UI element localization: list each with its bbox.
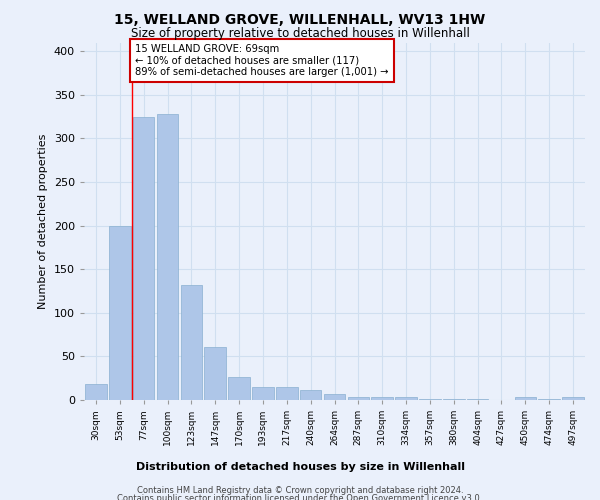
Bar — [181, 285, 202, 400]
Bar — [443, 399, 464, 400]
Bar — [467, 399, 488, 400]
Bar — [419, 399, 440, 400]
Text: 15, WELLAND GROVE, WILLENHALL, WV13 1HW: 15, WELLAND GROVE, WILLENHALL, WV13 1HW — [115, 12, 485, 26]
Bar — [252, 387, 274, 400]
Bar — [347, 398, 369, 400]
Bar — [538, 399, 560, 400]
Bar — [562, 398, 584, 400]
Bar — [109, 226, 131, 400]
Text: Contains public sector information licensed under the Open Government Licence v3: Contains public sector information licen… — [118, 494, 482, 500]
Text: Contains HM Land Registry data © Crown copyright and database right 2024.: Contains HM Land Registry data © Crown c… — [137, 486, 463, 495]
Bar — [515, 398, 536, 400]
Bar — [371, 398, 393, 400]
Bar — [85, 384, 107, 400]
Text: 15 WELLAND GROVE: 69sqm
← 10% of detached houses are smaller (117)
89% of semi-d: 15 WELLAND GROVE: 69sqm ← 10% of detache… — [135, 44, 389, 78]
Bar — [300, 390, 322, 400]
Y-axis label: Number of detached properties: Number of detached properties — [38, 134, 48, 309]
Bar — [229, 378, 250, 400]
Bar — [324, 394, 345, 400]
Text: Distribution of detached houses by size in Willenhall: Distribution of detached houses by size … — [136, 462, 464, 472]
Text: Size of property relative to detached houses in Willenhall: Size of property relative to detached ho… — [131, 28, 469, 40]
Bar — [133, 116, 154, 400]
Bar — [205, 347, 226, 400]
Bar — [157, 114, 178, 400]
Bar — [395, 398, 417, 400]
Bar — [276, 387, 298, 400]
